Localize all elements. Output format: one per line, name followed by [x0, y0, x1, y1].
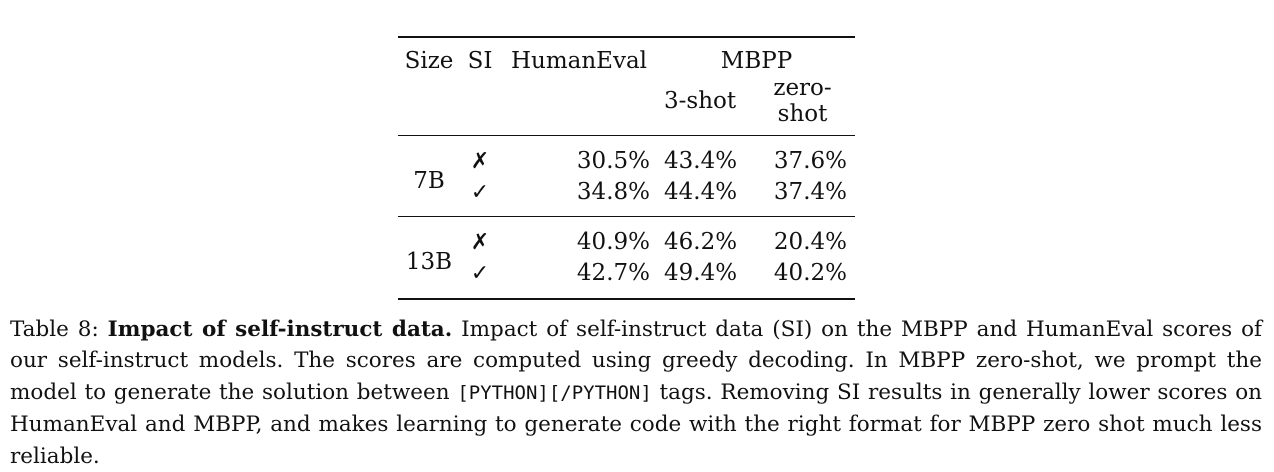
- table-header: Size SI HumanEval MBPP 3-shot zero-shot: [398, 38, 855, 136]
- caption-bold-title: Impact of self-instruct data.: [108, 317, 453, 342]
- table-caption: Table 8: Impact of self-instruct data. I…: [10, 314, 1262, 472]
- header-si: SI: [460, 38, 500, 75]
- three-shot-cell: 44.4%: [658, 177, 750, 217]
- caption-code: [PYTHON][/PYTHON]: [457, 382, 651, 404]
- si-mark-check: ✓: [460, 258, 500, 298]
- zero-shot-cell: 37.6%: [750, 136, 855, 178]
- header-humaneval: HumanEval: [500, 38, 658, 75]
- results-table: Size SI HumanEval MBPP 3-shot zero-shot …: [398, 36, 855, 300]
- three-shot-cell: 43.4%: [658, 136, 750, 178]
- group-13b: 13B ✗ 40.9% 46.2% 20.4% ✓ 42.7% 49.4% 40…: [398, 217, 855, 299]
- table-row: 13B ✗ 40.9% 46.2% 20.4%: [398, 217, 855, 259]
- header-row-sub: 3-shot zero-shot: [398, 75, 855, 136]
- group-7b: 7B ✗ 30.5% 43.4% 37.6% ✓ 34.8% 44.4% 37.…: [398, 136, 855, 217]
- humaneval-cell: 42.7%: [500, 258, 658, 298]
- header-three-shot: 3-shot: [658, 75, 750, 136]
- caption-label: Table 8:: [10, 317, 99, 342]
- humaneval-cell: 40.9%: [500, 217, 658, 259]
- table-row: ✓ 34.8% 44.4% 37.4%: [398, 177, 855, 217]
- header-empty-2: [460, 75, 500, 136]
- zero-shot-cell: 40.2%: [750, 258, 855, 298]
- si-mark-cross: ✗: [460, 136, 500, 178]
- zero-shot-cell: 37.4%: [750, 177, 855, 217]
- header-mbpp: MBPP: [658, 38, 855, 75]
- header-empty-3: [500, 75, 658, 136]
- header-empty-1: [398, 75, 460, 136]
- humaneval-cell: 30.5%: [500, 136, 658, 178]
- table-row: 7B ✗ 30.5% 43.4% 37.6%: [398, 136, 855, 178]
- three-shot-cell: 49.4%: [658, 258, 750, 298]
- zero-shot-cell: 20.4%: [750, 217, 855, 259]
- header-size: Size: [398, 38, 460, 75]
- header-zero-shot: zero-shot: [750, 75, 855, 136]
- results-table-grid: Size SI HumanEval MBPP 3-shot zero-shot …: [398, 38, 855, 298]
- size-cell: 7B: [398, 136, 460, 217]
- header-row-top: Size SI HumanEval MBPP: [398, 38, 855, 75]
- humaneval-cell: 34.8%: [500, 177, 658, 217]
- three-shot-cell: 46.2%: [658, 217, 750, 259]
- table-row: ✓ 42.7% 49.4% 40.2%: [398, 258, 855, 298]
- si-mark-check: ✓: [460, 177, 500, 217]
- size-cell: 13B: [398, 217, 460, 299]
- si-mark-cross: ✗: [460, 217, 500, 259]
